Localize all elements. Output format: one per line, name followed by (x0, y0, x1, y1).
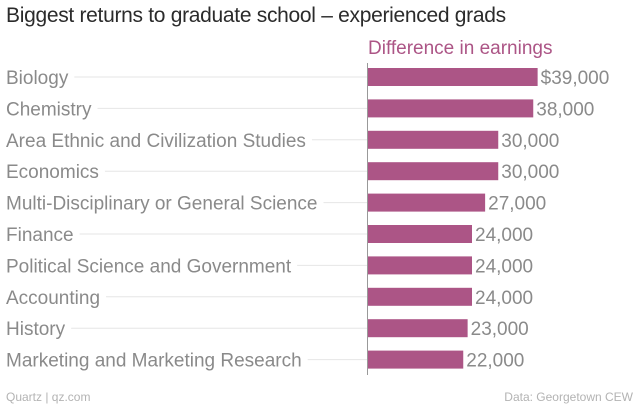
category-label: Area Ethnic and Civilization Studies (6, 131, 306, 152)
bar (367, 287, 472, 306)
category-label: Economics (6, 162, 99, 183)
footer-source-right: Data: Georgetown CEW (504, 390, 633, 404)
value-label: 24,000 (475, 225, 533, 246)
footer-source-left: Quartz | qz.com (6, 390, 91, 404)
category-label: Marketing and Marketing Research (6, 351, 302, 372)
category-label: Finance (6, 225, 74, 246)
bar (367, 68, 538, 86)
series-label: Difference in earnings (368, 38, 553, 59)
value-label: $39,000 (541, 68, 610, 89)
category-label: History (6, 319, 66, 340)
bar (367, 193, 486, 212)
bar (367, 350, 464, 369)
value-label: 23,000 (471, 319, 529, 340)
category-label: Chemistry (6, 99, 92, 120)
bar (367, 162, 499, 181)
bar (367, 225, 472, 243)
value-label: 27,000 (488, 194, 546, 215)
value-label: 24,000 (475, 288, 533, 309)
chart-title: Biggest returns to graduate school – exp… (6, 4, 506, 27)
value-label: 30,000 (501, 162, 559, 183)
category-label: Political Science and Government (6, 256, 292, 277)
category-label: Biology (6, 68, 69, 89)
bar (367, 319, 468, 338)
category-label: Multi-Disciplinary or General Science (6, 194, 318, 215)
bar (367, 99, 534, 118)
value-label: 30,000 (501, 131, 559, 152)
value-label: 24,000 (475, 256, 533, 277)
bar (367, 256, 472, 275)
category-label: Accounting (6, 288, 100, 309)
value-label: 22,000 (466, 351, 524, 372)
value-label: 38,000 (536, 99, 594, 120)
bar (367, 130, 499, 149)
